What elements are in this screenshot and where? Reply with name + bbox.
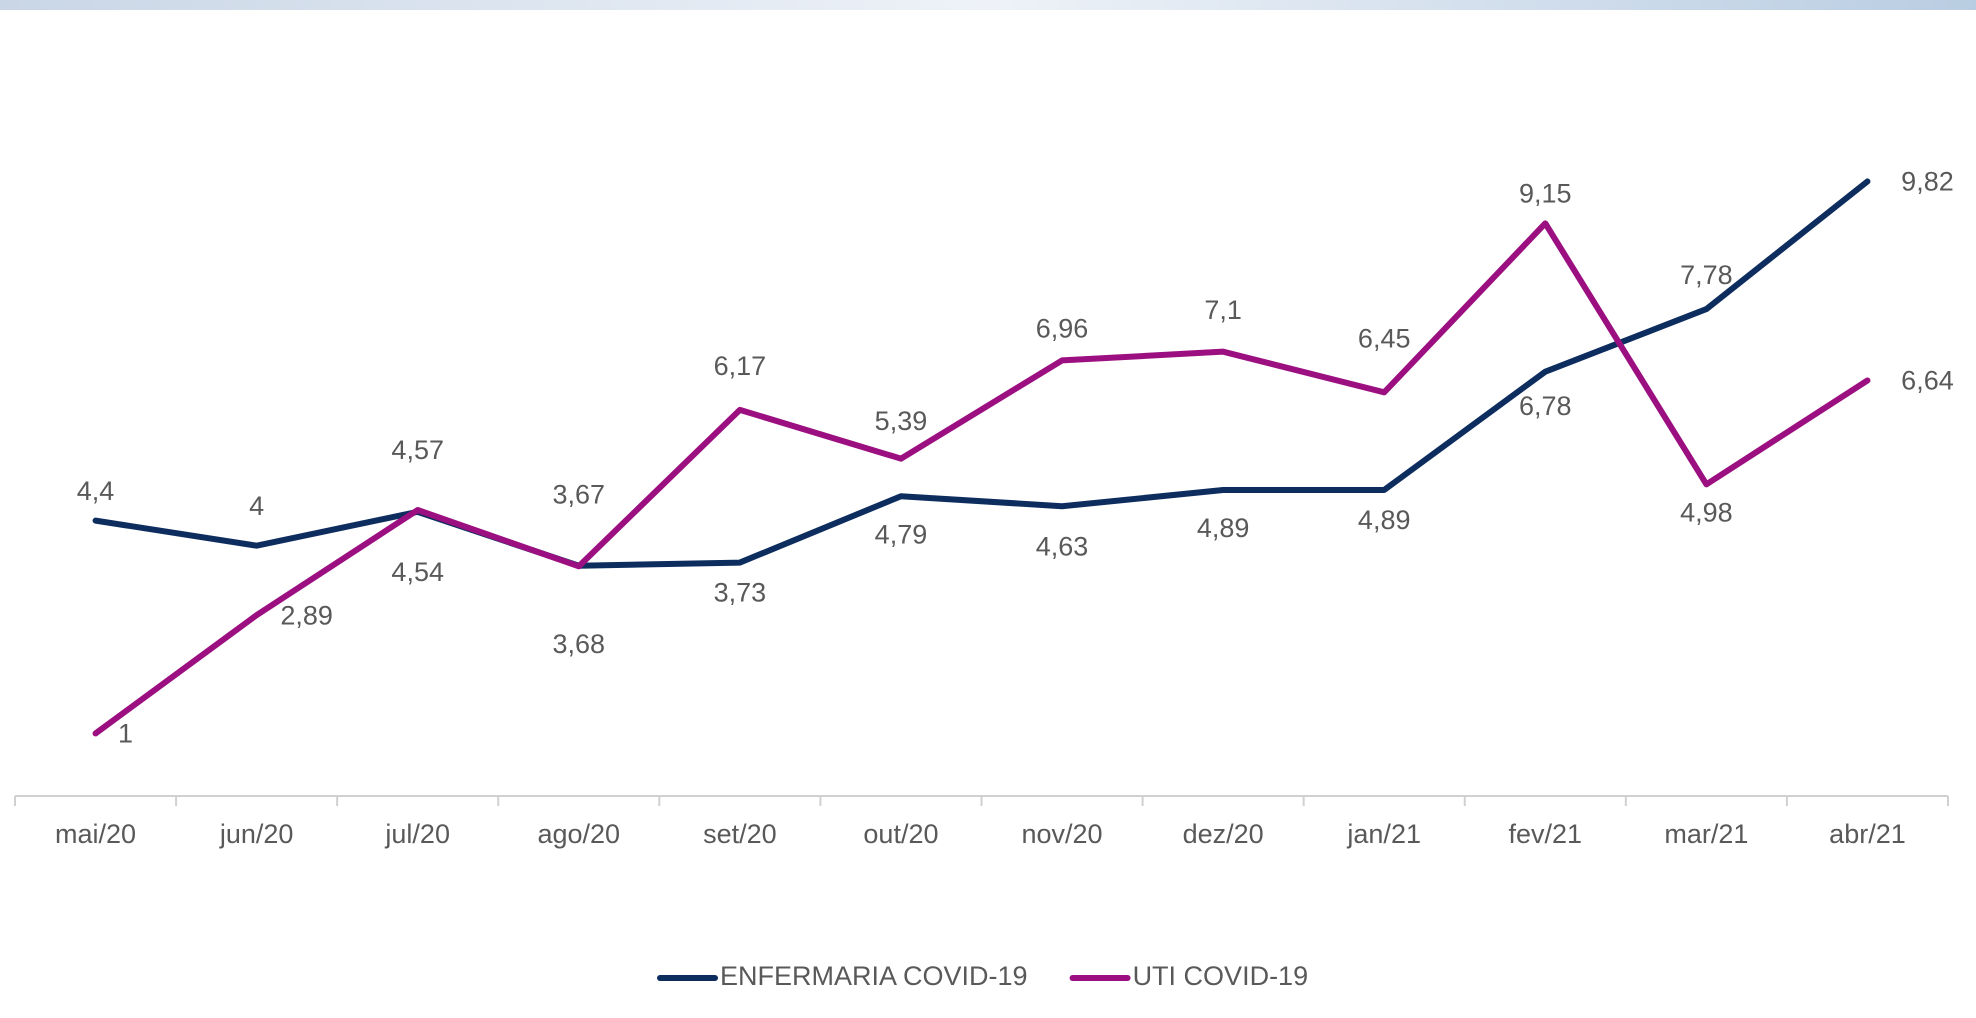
data-label: 4,89 <box>1358 505 1411 535</box>
data-label: 9,15 <box>1519 178 1572 208</box>
data-label: 5,39 <box>875 406 928 436</box>
data-label: 4,57 <box>391 435 444 465</box>
data-label: 7,1 <box>1204 295 1242 325</box>
data-label: 6,96 <box>1036 314 1089 344</box>
x-tick-label: mar/21 <box>1664 819 1748 849</box>
data-label: 4,79 <box>875 519 928 549</box>
data-label: 2,89 <box>280 600 333 630</box>
data-label: 4 <box>249 491 264 521</box>
data-label: 4,89 <box>1197 513 1250 543</box>
x-tick-label: jul/20 <box>384 819 450 849</box>
x-tick-label: ago/20 <box>537 819 620 849</box>
data-label: 3,68 <box>553 629 606 659</box>
legend-label: UTI COVID-19 <box>1133 961 1309 991</box>
data-label: 4,54 <box>391 557 444 587</box>
x-tick-label: dez/20 <box>1183 819 1264 849</box>
data-label: 4,4 <box>77 476 115 506</box>
data-label: 3,73 <box>714 578 767 608</box>
data-label: 6,17 <box>714 351 767 381</box>
data-label: 4,98 <box>1680 497 1733 527</box>
line-series <box>92 220 1871 737</box>
top-band <box>0 0 1976 10</box>
x-tick-label: mai/20 <box>55 819 136 849</box>
data-label: 6,64 <box>1901 366 1954 396</box>
data-label: 4,63 <box>1036 531 1089 561</box>
x-tick-label: jan/21 <box>1346 819 1421 849</box>
x-tick-label: out/20 <box>863 819 938 849</box>
data-label: 6,78 <box>1519 391 1572 421</box>
data-label: 3,67 <box>553 479 606 509</box>
line-series <box>92 178 1871 569</box>
legend-label: ENFERMARIA COVID-19 <box>720 961 1028 991</box>
data-label: 1 <box>118 719 133 749</box>
x-tick-label: jun/20 <box>219 819 294 849</box>
x-tick-label: set/20 <box>703 819 777 849</box>
data-label: 7,78 <box>1680 260 1733 290</box>
x-tick-label: nov/20 <box>1022 819 1103 849</box>
data-label: 9,82 <box>1901 167 1954 197</box>
x-tick-label: fev/21 <box>1509 819 1583 849</box>
data-label: 6,45 <box>1358 323 1411 353</box>
x-tick-label: abr/21 <box>1829 819 1906 849</box>
